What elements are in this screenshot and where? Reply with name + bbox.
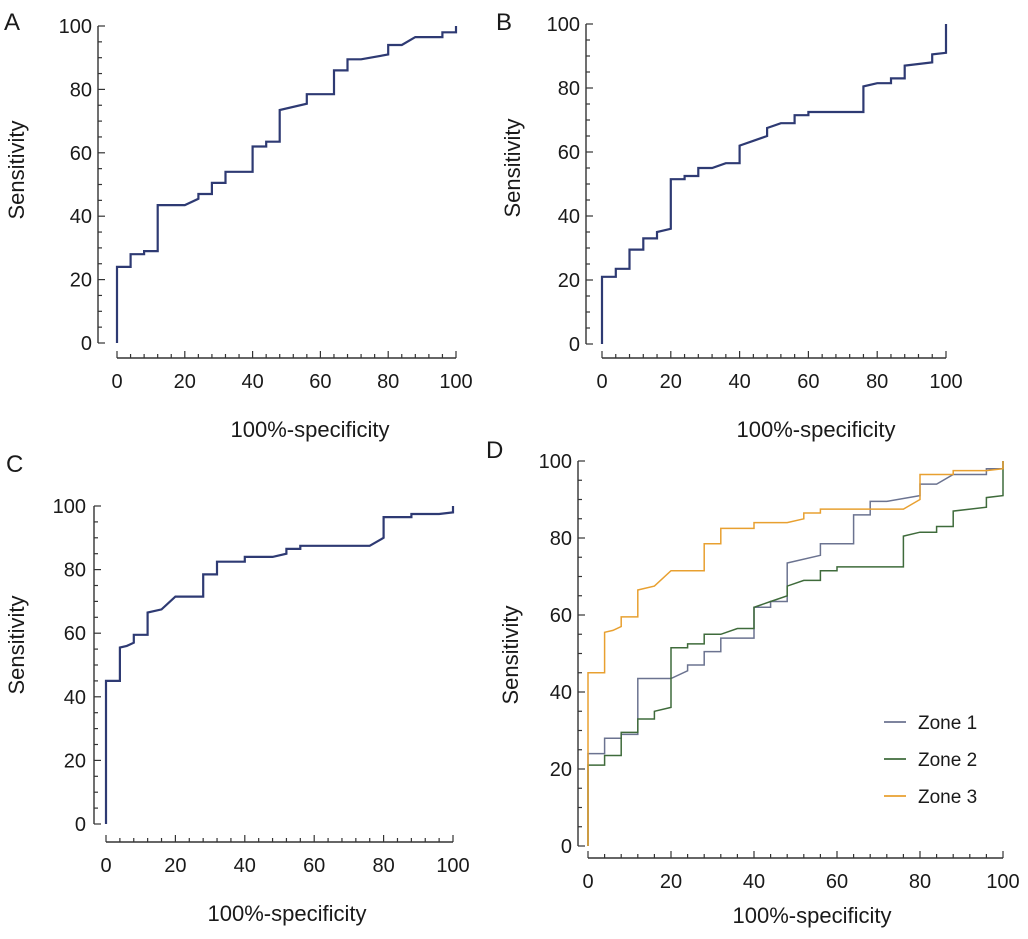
x-tick-label-c: 100 (436, 855, 469, 877)
y-axis-title-a: Sensitivity (4, 120, 29, 219)
y-tick-label-b: 0 (569, 334, 580, 356)
roc-panel-a: A 0 20 40 60 80 100 0 20 40 60 80 100 100%-specificit… (4, 9, 473, 442)
y-axis-title-c: Sensitivity (4, 595, 29, 694)
y-tick-label-a: 20 (70, 270, 92, 292)
x-tick-label-c: 0 (100, 855, 111, 877)
roc-curve-a (115, 26, 458, 343)
x-tick-label-a: 40 (241, 371, 263, 393)
y-tick-label-a: 80 (70, 79, 92, 101)
y-tick-label-d: 80 (550, 528, 572, 550)
legend-label: Zone 1 (918, 713, 977, 734)
y-axis-title-d: Sensitivity (498, 605, 523, 704)
x-axis-title-d: 100%-specificity (733, 903, 892, 928)
roc-curve-c (104, 506, 455, 824)
roc-panel-d: D 0 20 40 60 80 100 0 20 40 60 80 100 100%-specificit… (486, 437, 1020, 928)
x-tick-label-d: 20 (660, 871, 682, 893)
x-tick-label-b: 20 (660, 371, 682, 393)
roc-curve-d-zone-3 (587, 461, 1004, 846)
y-tick-label-d: 40 (550, 682, 572, 704)
legend-d: Zone 1 Zone 2 Zone 3 (884, 713, 977, 808)
y-tick-label-c: 80 (64, 560, 86, 582)
roc-curve-d-zone-1 (587, 461, 1004, 846)
x-tick-label-a: 100 (439, 371, 472, 393)
x-axis-title-c: 100%-specificity (208, 901, 367, 926)
x-tick-label-a: 0 (111, 371, 122, 393)
x-tick-label-b: 60 (797, 371, 819, 393)
x-tick-label-c: 80 (372, 855, 394, 877)
roc-curve-b (600, 24, 948, 344)
x-axis-title-a: 100%-specificity (231, 417, 390, 442)
x-tick-label-c: 60 (303, 855, 325, 877)
y-tick-label-d: 100 (539, 451, 572, 473)
y-tick-label-d: 0 (561, 836, 572, 858)
y-tick-label-b: 60 (558, 142, 580, 164)
y-axis-title-b: Sensitivity (500, 118, 525, 217)
x-tick-label-c: 40 (234, 855, 256, 877)
legend-label: Zone 3 (918, 787, 977, 808)
x-tick-label-d: 80 (909, 871, 931, 893)
x-tick-label-a: 80 (377, 371, 399, 393)
y-tick-label-c: 0 (75, 814, 86, 836)
roc-curve-d-zone-2 (587, 461, 1004, 846)
x-tick-label-b: 100 (929, 371, 962, 393)
x-tick-label-a: 20 (174, 371, 196, 393)
x-tick-label-d: 40 (743, 871, 765, 893)
y-tick-label-a: 60 (70, 143, 92, 165)
x-tick-label-c: 20 (164, 855, 186, 877)
x-tick-label-d: 0 (582, 871, 593, 893)
panel-letter-d: D (486, 437, 503, 464)
y-tick-label-b: 100 (547, 14, 580, 36)
y-tick-label-c: 40 (64, 687, 86, 709)
y-tick-label-d: 60 (550, 605, 572, 627)
y-tick-label-a: 100 (59, 16, 92, 38)
panel-letter-c: C (6, 451, 23, 478)
y-tick-label-b: 20 (558, 270, 580, 292)
y-tick-label-c: 100 (53, 496, 86, 518)
y-tick-label-a: 40 (70, 206, 92, 228)
x-tick-label-d: 60 (826, 871, 848, 893)
y-tick-label-d: 20 (550, 759, 572, 781)
panel-letter-a: A (4, 9, 20, 36)
panel-letter-b: B (496, 9, 512, 36)
y-tick-label-c: 60 (64, 623, 86, 645)
roc-panel-c: C 0 20 40 60 80 100 0 20 40 60 80 100 100%-specificit… (4, 451, 470, 926)
y-tick-label-b: 80 (558, 78, 580, 100)
y-tick-label-c: 20 (64, 750, 86, 772)
x-tick-label-b: 0 (596, 371, 607, 393)
x-tick-label-d: 100 (986, 871, 1019, 893)
x-tick-label-b: 40 (728, 371, 750, 393)
x-tick-label-b: 80 (866, 371, 888, 393)
x-axis-title-b: 100%-specificity (737, 417, 896, 442)
x-tick-label-a: 60 (309, 371, 331, 393)
y-tick-label-b: 40 (558, 206, 580, 228)
y-tick-label-a: 0 (81, 333, 92, 355)
legend-label: Zone 2 (918, 750, 977, 771)
roc-panel-b: B 0 20 40 60 80 100 0 20 40 60 80 100 100%-specificit… (496, 9, 963, 442)
